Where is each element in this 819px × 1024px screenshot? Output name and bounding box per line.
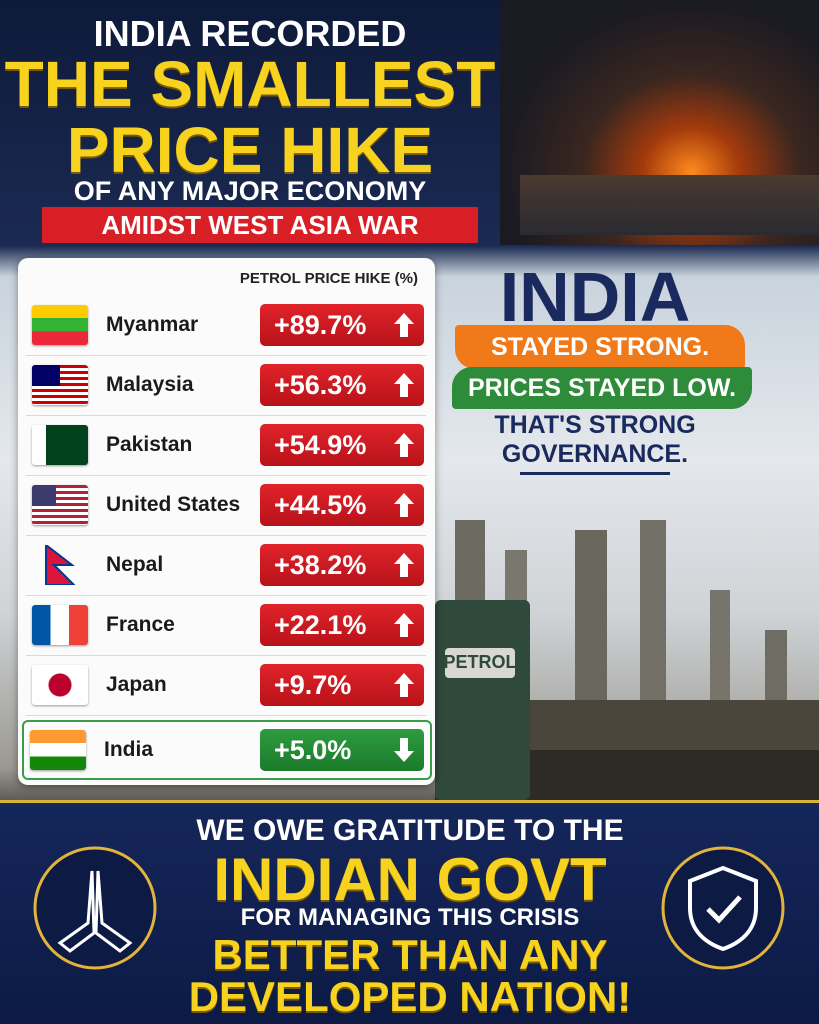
side-line: GOVERNANCE.	[501, 440, 689, 468]
praying-hands-icon	[33, 846, 157, 970]
value: +38.2%	[274, 550, 367, 580]
value-badge: +54.9%	[260, 424, 424, 466]
value-badge: +38.2%	[260, 544, 424, 586]
value: +22.1%	[274, 610, 367, 640]
value-badge: +5.0%	[260, 729, 424, 771]
country-name: France	[106, 613, 175, 636]
city-skyline	[520, 175, 819, 235]
country-name: Pakistan	[106, 433, 193, 456]
table-row: Malaysia +56.3%	[26, 355, 426, 416]
flag	[32, 665, 88, 705]
flag	[32, 425, 88, 465]
arrow-up	[394, 553, 414, 577]
table-row: Japan +9.7%	[26, 655, 426, 716]
arrow-up	[394, 433, 414, 457]
table-row: United States +44.5%	[26, 475, 426, 536]
flag	[32, 485, 88, 525]
footer-line: WE OWE GRATITUDE TO THE	[196, 814, 624, 847]
value-badge: +9.7%	[260, 664, 424, 706]
value: +44.5%	[274, 490, 367, 520]
header-headline: THE SMALLEST	[4, 48, 496, 120]
side-line: THAT'S STRONG	[494, 411, 696, 439]
side-title: INDIA	[499, 258, 691, 336]
header-line: OF ANY MAJOR ECONOMY	[73, 176, 427, 206]
country-name: Myanmar	[106, 313, 199, 336]
footer-headline: DEVELOPED NATION!	[188, 973, 632, 1020]
value: +5.0%	[274, 735, 352, 765]
arrow-up	[394, 613, 414, 637]
table-row: Myanmar +89.7%	[26, 295, 426, 356]
table-row: Pakistan +54.9%	[26, 415, 426, 476]
arrow-down	[394, 738, 414, 762]
value: +54.9%	[274, 430, 367, 460]
flag	[30, 730, 86, 770]
country-name: Malaysia	[106, 373, 194, 396]
table-row-highlight: India +5.0%	[22, 720, 432, 780]
value-badge: +22.1%	[260, 604, 424, 646]
arrow-up	[394, 313, 414, 337]
pump-label: PETROL	[443, 652, 516, 672]
flag	[32, 305, 88, 345]
price-table: PETROL PRICE HIKE (%) Myanmar +89.7% Mal…	[18, 258, 435, 785]
banner: AMIDST WEST ASIA WAR	[42, 207, 478, 243]
footer-line: FOR MANAGING THIS CRISIS	[240, 904, 580, 931]
value-badge: +44.5%	[260, 484, 424, 526]
green-stripe: PRICES STAYED LOW.	[452, 367, 752, 409]
arrow-up	[394, 373, 414, 397]
value-badge: +89.7%	[260, 304, 424, 346]
footer-headline: BETTER THAN ANY	[212, 931, 608, 978]
table-row: Nepal +38.2%	[26, 535, 426, 596]
flag	[32, 605, 88, 645]
underline	[520, 472, 670, 475]
country-name: Nepal	[106, 553, 164, 576]
arrow-up	[394, 493, 414, 517]
header-line: INDIA RECORDED	[93, 13, 407, 54]
shield-icon	[661, 846, 785, 970]
table-title: PETROL PRICE HIKE (%)	[239, 270, 418, 287]
country-name: United States	[106, 493, 241, 516]
value: +89.7%	[274, 310, 367, 340]
refinery: PETROL	[435, 520, 819, 800]
footer-headline: INDIAN GOVT	[213, 846, 607, 913]
value-badge: +56.3%	[260, 364, 424, 406]
country-name: India	[104, 738, 154, 761]
flag	[32, 365, 88, 405]
orange-stripe: STAYED STRONG.	[455, 325, 745, 369]
value: +9.7%	[274, 670, 352, 700]
arrow-up	[394, 673, 414, 697]
header-headline: PRICE HIKE	[66, 114, 434, 186]
country-name: Japan	[106, 673, 167, 696]
table-row: France +22.1%	[26, 595, 426, 656]
flag	[45, 545, 76, 585]
value: +56.3%	[274, 370, 367, 400]
